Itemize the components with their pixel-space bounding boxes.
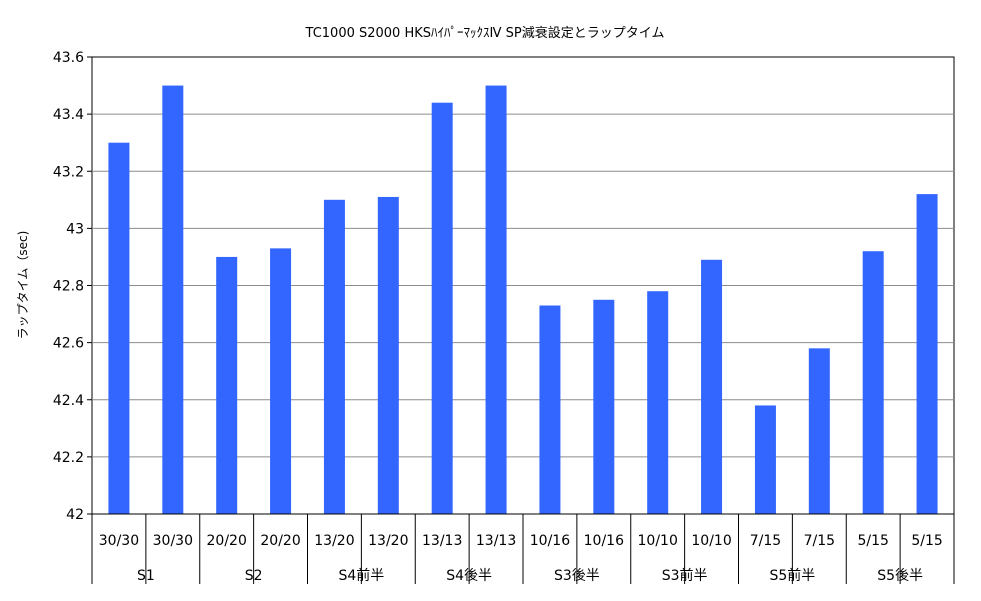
bar	[377, 196, 399, 515]
x-category-label: 30/30	[99, 533, 139, 549]
x-group-label: S2	[245, 568, 263, 584]
x-group-label: S1	[137, 568, 155, 584]
x-category-label: 13/13	[476, 533, 516, 549]
x-group-label: S5後半	[877, 568, 923, 584]
x-category-label: 10/16	[584, 533, 624, 549]
bar	[862, 251, 884, 514]
bar	[270, 248, 292, 514]
y-tick-label: 42.6	[53, 336, 84, 352]
bar	[808, 348, 830, 514]
y-tick-label: 42.4	[53, 393, 84, 409]
x-category-label: 10/10	[638, 533, 678, 549]
x-category-label: 13/20	[314, 533, 354, 549]
y-tick-labels: 42 42.2 42.4 42.6 42.8 43 43.2 43.4 43.6	[53, 50, 84, 523]
x-category-label: 7/15	[804, 533, 835, 549]
x-group-label: S5前半	[769, 567, 815, 584]
y-tick-label: 43.6	[53, 50, 84, 66]
x-group-label: S4後半	[446, 568, 492, 584]
bar	[162, 85, 184, 514]
bar	[754, 405, 776, 514]
y-tick-label: 42.8	[53, 279, 84, 295]
x-category-label: 20/20	[260, 533, 300, 549]
y-tick-label: 43	[66, 221, 84, 237]
bar	[647, 291, 669, 514]
y-tick-label: 43.4	[53, 107, 84, 123]
bar	[916, 194, 938, 514]
y-tick-label: 42	[66, 507, 84, 523]
x-group-label: S3前半	[662, 567, 708, 584]
x-group-label: S4前半	[338, 567, 384, 584]
x-axis: 30/30 30/30 20/20 20/20 13/20 13/20 13/13 13/13…	[91, 513, 955, 584]
chart-title: TC1000 S2000 HKSﾊｲﾊﾟｰﾏｯｸｽⅣ SP減衰設定とラップタイム	[305, 25, 665, 41]
x-category-label: 30/30	[153, 533, 193, 549]
y-tick-label: 42.2	[53, 450, 84, 466]
x-category-label: 13/20	[368, 533, 408, 549]
x-category-label: 5/15	[911, 533, 942, 549]
x-category-label: 10/16	[530, 533, 570, 549]
bar	[593, 299, 615, 514]
bar	[431, 102, 453, 514]
bar	[216, 256, 238, 514]
y-axis-label: ラップタイム（sec)	[16, 231, 30, 340]
x-category-label: 20/20	[207, 533, 247, 549]
bar	[323, 199, 345, 514]
y-tick-label: 43.2	[53, 164, 84, 180]
bar	[701, 259, 723, 514]
x-category-label: 10/10	[691, 533, 731, 549]
x-group-label: S3後半	[554, 568, 600, 584]
x-category-label: 7/15	[750, 533, 781, 549]
bar	[108, 142, 130, 514]
bar	[485, 85, 507, 514]
x-category-label: 13/13	[422, 533, 462, 549]
bars	[108, 85, 938, 515]
x-category-label: 5/15	[857, 533, 888, 549]
bar	[539, 305, 561, 514]
